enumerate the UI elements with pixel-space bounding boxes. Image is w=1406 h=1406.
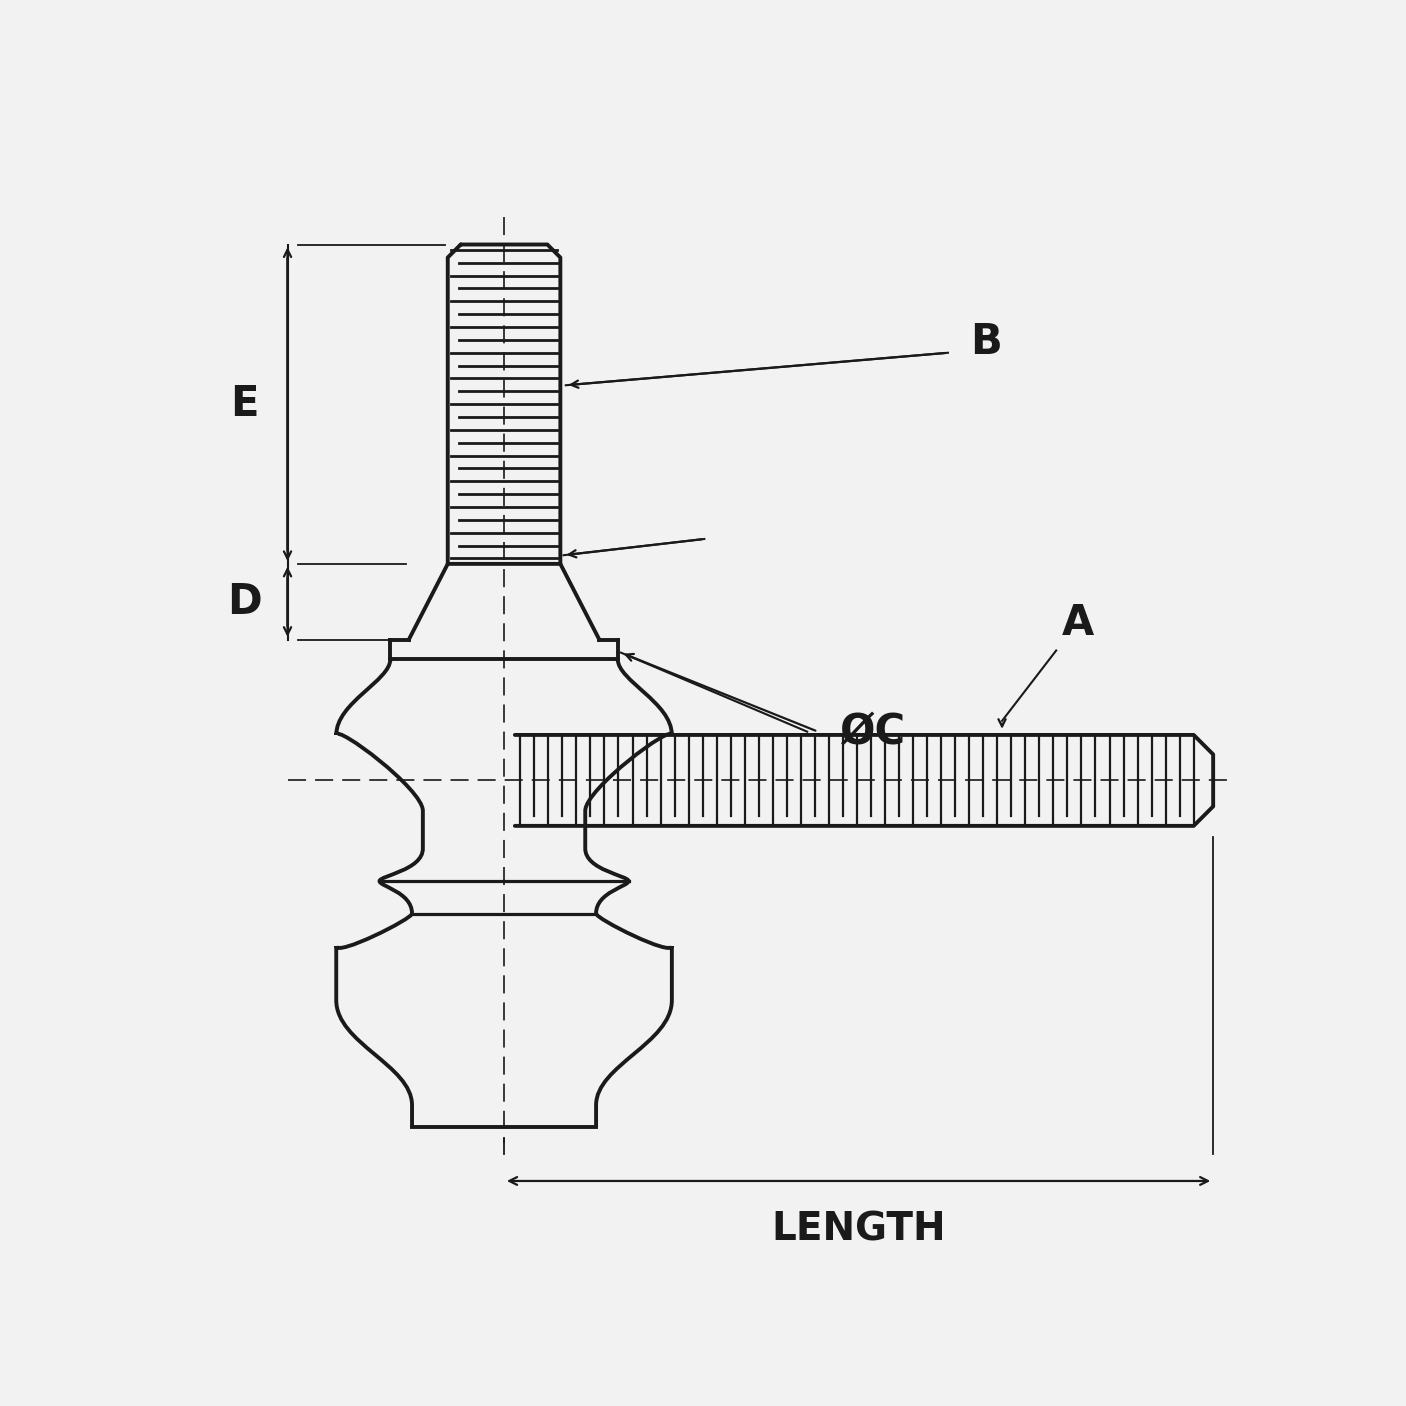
Text: E: E — [231, 384, 259, 425]
Text: LENGTH: LENGTH — [772, 1211, 946, 1249]
Text: B: B — [970, 321, 1001, 363]
Text: D: D — [226, 581, 262, 623]
Text: ØC: ØC — [839, 710, 905, 752]
Text: A: A — [1062, 602, 1094, 644]
